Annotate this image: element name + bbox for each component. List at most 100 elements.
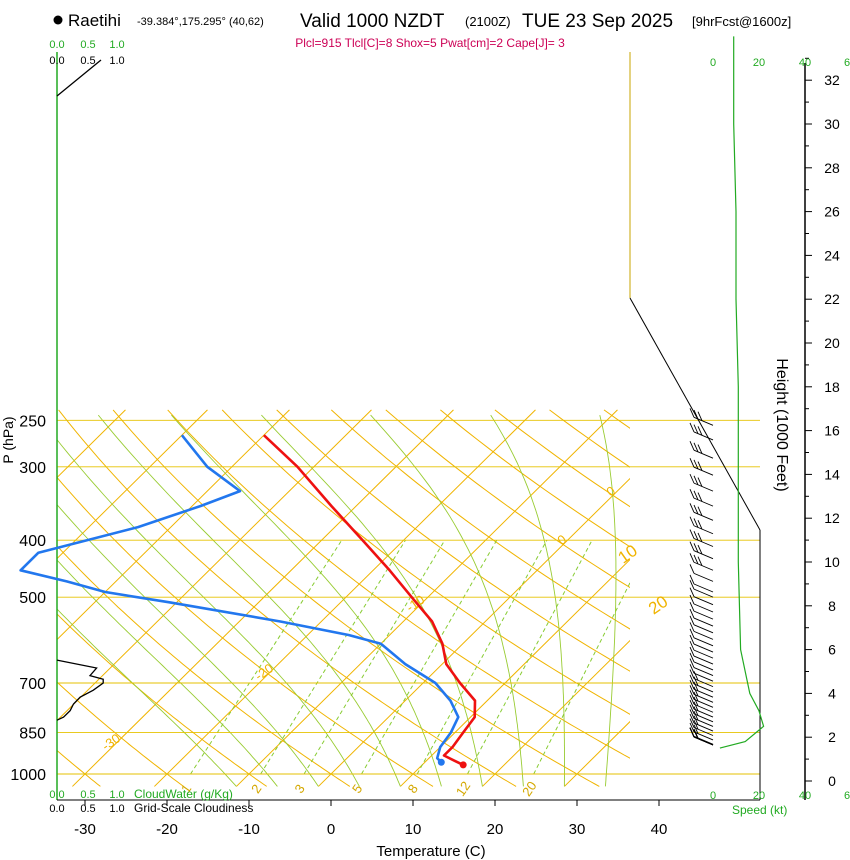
wind-barb-shaft xyxy=(693,630,714,640)
bottom-right-scale-label: 6 xyxy=(844,790,850,802)
wind-barb-flag xyxy=(689,718,695,728)
speed-scale-top-label: 20 xyxy=(753,57,765,69)
wind-barb-flag xyxy=(693,531,699,541)
wind-barb-flag xyxy=(689,690,695,700)
wind-barb-shaft xyxy=(693,588,714,598)
wind-barb-flag xyxy=(693,671,699,681)
wind-barb xyxy=(689,587,714,606)
wind-barb xyxy=(689,709,714,727)
dry-adiabat xyxy=(167,409,630,759)
forecast-label: [9hrFcst@1600z] xyxy=(692,14,791,29)
wind-barb-shaft xyxy=(693,672,714,682)
wind-barb-flag xyxy=(689,709,695,719)
wind-barb xyxy=(689,628,714,647)
wind-barb xyxy=(689,685,714,703)
height-tick-label: 32 xyxy=(824,72,840,88)
wind-barb-flag xyxy=(693,706,699,716)
moist-adiabat xyxy=(171,414,442,787)
cloud-water-line xyxy=(56,659,104,721)
station-coords: -39.384°,175.295° (40,62) xyxy=(137,16,264,28)
isotherm-line xyxy=(57,409,290,641)
wind-barb-shaft xyxy=(693,431,714,441)
speed-scale-top-label: 0 xyxy=(710,57,716,69)
wind-barb-flag xyxy=(689,727,695,737)
moist-adiabat xyxy=(57,559,278,787)
speed-scale-bottom-label: 0 xyxy=(710,790,716,802)
isotherm-label: 20 xyxy=(645,592,671,618)
wind-barb-shaft xyxy=(693,655,714,665)
x-tick-label: 30 xyxy=(569,821,586,838)
wind-barb xyxy=(689,516,714,535)
wind-barb-flag xyxy=(693,710,699,721)
cloud-scale-top-green: 0.5 xyxy=(80,39,95,51)
wind-barb-shaft xyxy=(693,466,714,476)
wind-barb-shaft xyxy=(693,688,714,698)
wind-barb xyxy=(689,594,714,613)
wind-barb-flag xyxy=(689,615,695,625)
cloud-scale-bottom-black: 0.0 xyxy=(49,803,64,815)
height-axis-title: Height (1000 Feet) xyxy=(773,358,790,491)
wind-barb-flag xyxy=(697,411,703,421)
wind-barb-shaft xyxy=(693,727,714,736)
wind-barb-flag xyxy=(693,724,699,734)
height-tick-label: 18 xyxy=(824,379,840,395)
utc-time: (2100Z) xyxy=(465,14,511,29)
wind-barb-shaft xyxy=(693,718,714,727)
wind-barb-flag xyxy=(689,529,695,539)
dry-adiabat xyxy=(276,409,630,672)
height-tick-label: 28 xyxy=(824,160,840,176)
wind-barb-shaft xyxy=(693,624,714,634)
height-tick-label: 10 xyxy=(824,554,840,570)
wind-barb-flag xyxy=(689,488,695,499)
wind-barb-flag xyxy=(693,459,699,470)
wind-barb-shaft xyxy=(693,661,714,671)
wind-barb-flag xyxy=(693,696,699,707)
wind-barb-shaft xyxy=(693,683,714,693)
isotherm-line xyxy=(57,409,208,560)
wind-barb-flag xyxy=(689,685,695,695)
isotherm-line xyxy=(72,409,454,787)
wind-barb xyxy=(689,457,714,476)
cloudiness-legend: Grid-Scale Cloudiness xyxy=(134,801,253,815)
wind-barb-flag xyxy=(689,579,695,590)
x-tick-label: 40 xyxy=(651,821,668,838)
wind-barb xyxy=(689,615,714,634)
wind-barb-flag xyxy=(689,652,695,663)
mixing-ratio-label: 3 xyxy=(291,781,307,796)
wind-barb-shaft xyxy=(693,649,714,659)
cloud-scale-bottom-black: 0.5 xyxy=(80,803,95,815)
wind-barb xyxy=(689,440,714,459)
wind-barb xyxy=(689,663,714,682)
dry-adiabat xyxy=(330,409,630,630)
wind-barb-shaft xyxy=(693,703,714,713)
x-tick-label: 0 xyxy=(327,821,335,838)
isotherm-line xyxy=(318,477,630,787)
wind-barb-flag xyxy=(697,519,703,530)
moist-adiabat xyxy=(599,414,617,787)
dry-adiabat xyxy=(440,409,630,548)
isotherm-label: 0 xyxy=(555,531,570,547)
wind-barb-flag xyxy=(693,691,699,702)
wind-barb-shaft xyxy=(693,603,714,613)
pressure-tick-label: 1000 xyxy=(10,767,46,784)
wind-barb xyxy=(689,646,714,665)
wind-barb xyxy=(689,658,714,677)
wind-barb-flag xyxy=(697,426,703,436)
wind-barb-flag xyxy=(697,532,703,543)
wind-barb-flag xyxy=(689,594,695,605)
mixing-ratio-line xyxy=(190,539,343,775)
wind-barb-shaft xyxy=(693,511,714,521)
wind-barb xyxy=(689,718,714,736)
chart-series xyxy=(19,59,477,769)
wind-barb-flag xyxy=(693,409,699,420)
cloud-scale-bottom-green: 0.0 xyxy=(49,789,64,801)
dry-adiabat xyxy=(58,409,517,787)
wind-barb-flag xyxy=(693,676,699,686)
wind-barb xyxy=(689,727,714,745)
cloud-scale-top-black: 0.0 xyxy=(49,55,64,67)
wind-barb-flag xyxy=(693,720,699,730)
speed-legend: Speed (kt) xyxy=(732,803,787,817)
wind-barb-flag xyxy=(693,504,699,515)
wind-barb-flag xyxy=(693,554,699,565)
